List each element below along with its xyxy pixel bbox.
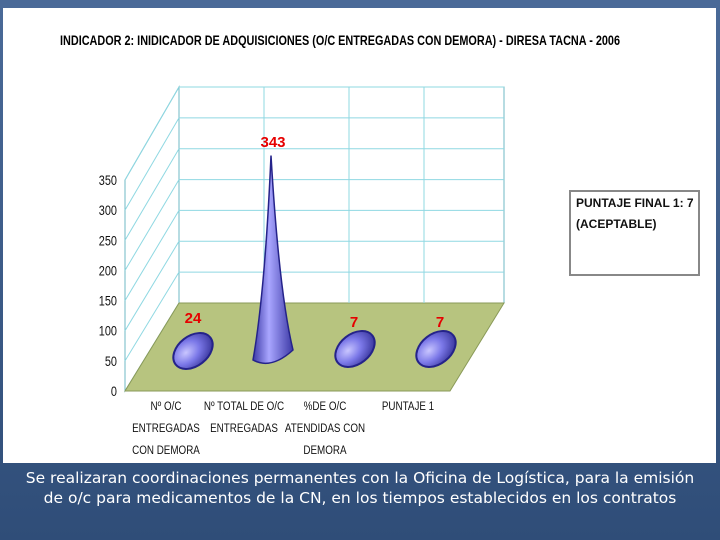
gridline-left-5 xyxy=(124,148,180,241)
gridline-left-7 xyxy=(124,86,180,181)
y-tick-label: 50 xyxy=(105,354,117,370)
data-label-2: 7 xyxy=(350,314,358,331)
gridline-left-2 xyxy=(124,241,180,331)
y-tick-label: 100 xyxy=(99,323,117,339)
annotation-box xyxy=(569,190,700,276)
annotation-line-1: PUNTAJE FINAL 1: 7 xyxy=(576,196,694,210)
back-wall xyxy=(178,86,505,304)
x-tick-label: ATENDIDAS CON xyxy=(285,422,365,435)
gridline-left-1 xyxy=(124,271,180,362)
y-tick-label: 200 xyxy=(99,263,117,279)
gridline-left-6 xyxy=(124,117,180,211)
y-tick-label: 150 xyxy=(99,293,117,309)
cone-mark-2 xyxy=(334,330,376,368)
data-label-0: 24 xyxy=(185,310,202,327)
x-tick-label: DEMORA xyxy=(303,444,347,457)
chart-floor xyxy=(124,302,505,392)
annotation-line-2: (ACEPTABLE) xyxy=(576,217,656,231)
chart: INDICADOR 2: INIDICADOR DE ADQUISICIONES… xyxy=(60,33,700,457)
x-tick-label: ENTREGADAS xyxy=(132,422,200,435)
cone-mark-0 xyxy=(172,332,214,370)
cone-mark-3 xyxy=(415,330,457,368)
y-tick-label: 250 xyxy=(99,233,117,249)
gridline-left-4 xyxy=(124,179,180,271)
x-tick-label: CON DEMORA xyxy=(132,444,200,457)
chart-panel: INDICADOR 2: INIDICADOR DE ADQUISICIONES… xyxy=(3,8,716,463)
x-tick-label: %DE O/C xyxy=(304,400,347,413)
x-tick-label: Nº O/C xyxy=(151,400,182,413)
y-tick-label: 350 xyxy=(99,173,117,189)
y-tick-label: 0 xyxy=(111,384,117,400)
data-label-1: 343 xyxy=(260,134,285,151)
x-tick-label: ENTREGADAS xyxy=(210,422,278,435)
gridline-left-3 xyxy=(124,210,180,301)
data-label-3: 7 xyxy=(436,314,444,331)
y-tick-label: 300 xyxy=(99,203,117,219)
x-tick-label: PUNTAJE 1 xyxy=(382,400,434,413)
slide-caption: Se realizaran coordinaciones permanentes… xyxy=(25,469,695,507)
cone-mark-1 xyxy=(252,155,294,365)
x-tick-label: Nº TOTAL DE O/C xyxy=(204,400,284,413)
chart-title: INDICADOR 2: INIDICADOR DE ADQUISICIONES… xyxy=(60,33,620,49)
